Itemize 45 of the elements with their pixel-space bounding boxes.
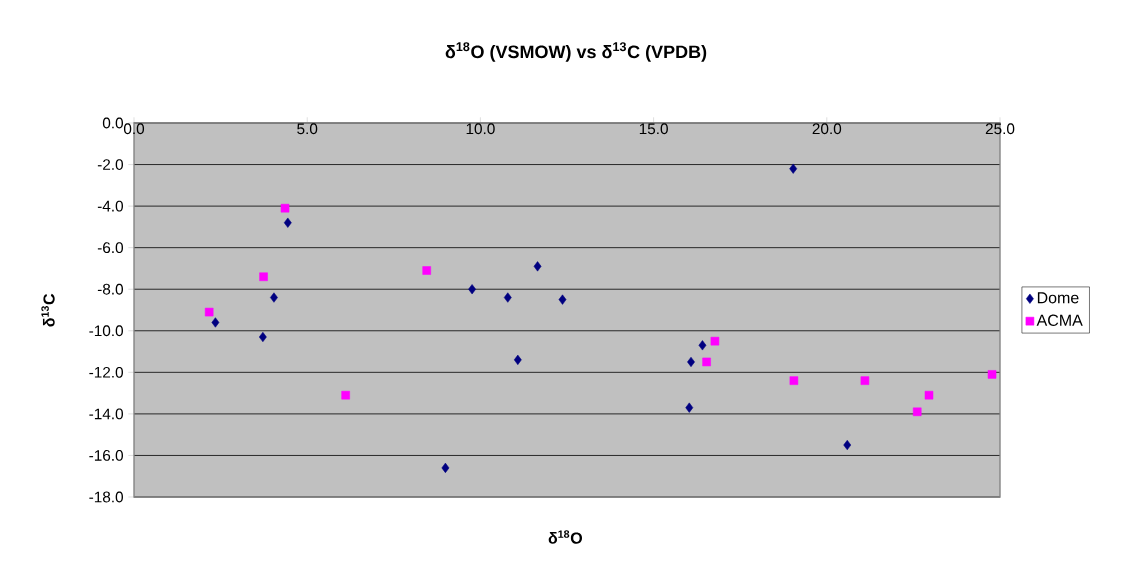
point bbox=[513, 354, 522, 365]
point bbox=[441, 462, 450, 473]
point bbox=[710, 336, 720, 346]
point bbox=[270, 292, 278, 303]
point bbox=[204, 307, 214, 317]
y-tick-label: -4.0 bbox=[97, 200, 123, 212]
x-tick-label: 0.0 bbox=[123, 123, 145, 135]
point bbox=[789, 163, 798, 174]
y-tick-label: -18.0 bbox=[89, 491, 123, 503]
x-tick-label: 5.0 bbox=[297, 123, 318, 135]
y-tick-label: -6.0 bbox=[97, 242, 123, 254]
x-axis-title: δ$^{18}$O bbox=[548, 530, 583, 544]
point bbox=[259, 272, 268, 282]
point bbox=[987, 370, 997, 379]
point bbox=[912, 407, 922, 417]
x-tick-label: 15.0 bbox=[639, 123, 668, 135]
y-axis-title: δ$^{13}$C bbox=[41, 293, 55, 327]
chart-title: δ$^{18}$O (VSMOW) vs δ$^{13}$C (VPDB) bbox=[445, 42, 707, 62]
point bbox=[843, 439, 852, 451]
point bbox=[860, 376, 870, 385]
y-tick-label: -8.0 bbox=[97, 283, 123, 295]
point bbox=[422, 266, 431, 275]
point bbox=[685, 402, 694, 413]
point bbox=[341, 390, 350, 400]
legend-label: Dome bbox=[1037, 292, 1079, 304]
point bbox=[558, 294, 567, 305]
x-tick-label: 10.0 bbox=[466, 123, 495, 135]
y-tick-label: -10.0 bbox=[89, 325, 123, 337]
point bbox=[468, 284, 476, 295]
y-tick-label: -2.0 bbox=[97, 159, 123, 170]
point bbox=[533, 261, 542, 272]
x-tick-label: 25.0 bbox=[985, 123, 1015, 135]
y-tick-label: -12.0 bbox=[89, 366, 123, 378]
point bbox=[280, 203, 290, 213]
point bbox=[789, 376, 799, 385]
y-tick-label: -14.0 bbox=[89, 408, 123, 420]
point bbox=[503, 292, 512, 303]
x-tick-label: 20.0 bbox=[812, 123, 842, 135]
y-tick-label: -16.0 bbox=[89, 450, 123, 461]
point bbox=[283, 217, 292, 228]
point bbox=[702, 357, 711, 367]
point bbox=[698, 340, 707, 351]
legend-label: ACMA bbox=[1036, 314, 1083, 326]
point bbox=[211, 317, 220, 328]
point bbox=[924, 390, 934, 400]
